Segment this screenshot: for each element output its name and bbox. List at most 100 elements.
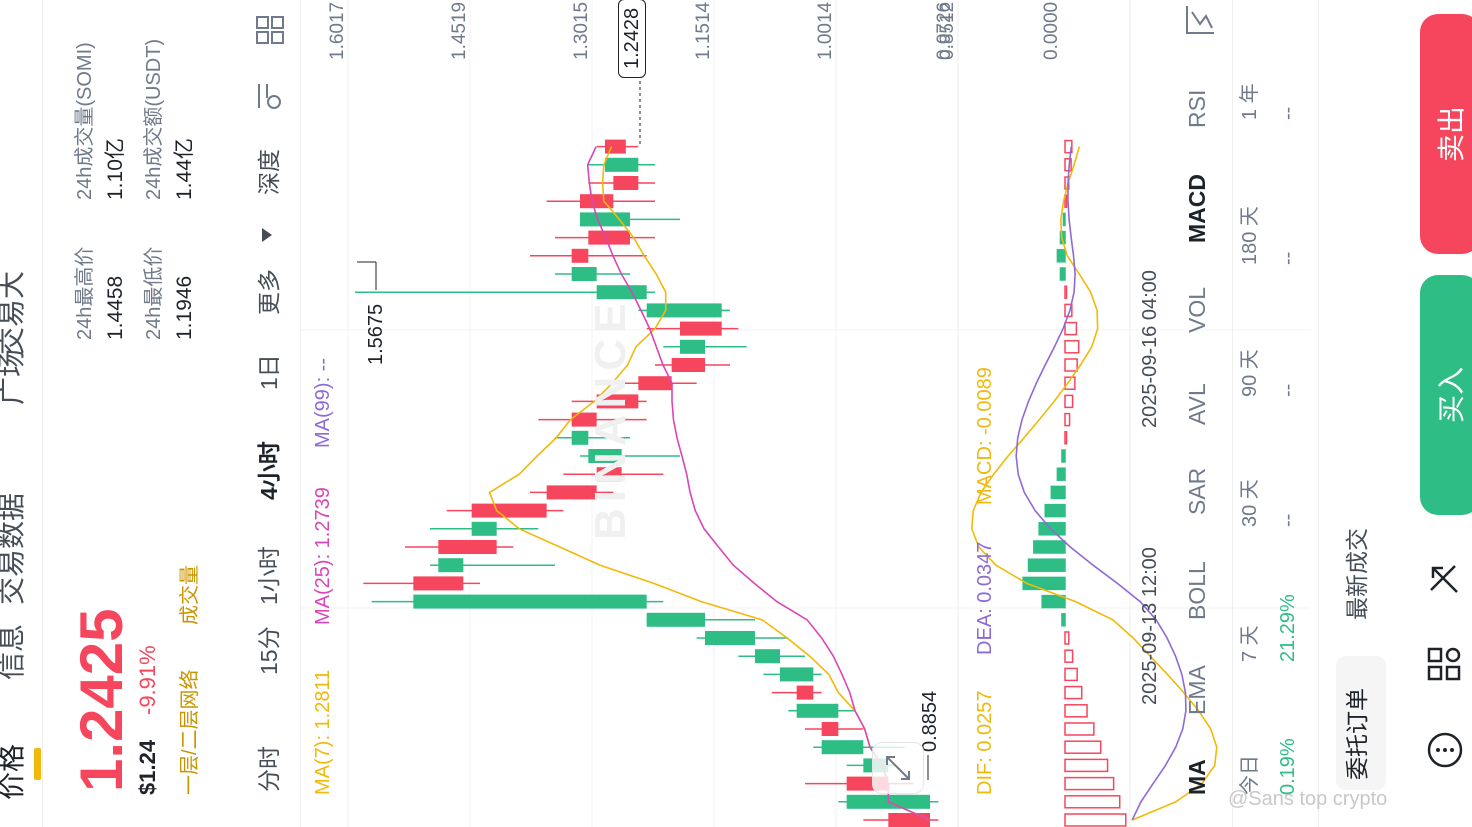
indicator-macd[interactable]: MACD [1184,174,1210,243]
candle-body [571,267,597,281]
chart-style-icon[interactable] [1184,4,1216,36]
watermark: BINANCE [586,298,635,540]
ma-legend-2: MA(99): -- [312,358,334,448]
interval-0[interactable]: 分时 [256,746,282,792]
macd-bar [1064,795,1121,809]
divider [42,0,43,827]
tab-trades[interactable]: 最新成交 [1344,528,1370,620]
candle-body [638,376,672,391]
candle-body [821,740,864,755]
interval-6[interactable]: 深度 [256,149,282,195]
price-change: -9.91% [135,645,160,715]
indicator-vol[interactable]: VOL [1184,286,1210,333]
tab-orders[interactable]: 委托订单 [1344,688,1370,780]
perf-label: 30 天 [1239,479,1261,527]
candle-body [580,212,630,227]
sell-button[interactable]: 卖出 [1420,14,1472,254]
perf-label: 1 年 [1239,83,1261,120]
trade-icon[interactable] [1425,560,1465,600]
perf-label: 90 天 [1239,349,1261,397]
tag-volume[interactable]: 成交量 [179,565,201,625]
buy-button[interactable]: 买入 [1420,275,1472,515]
price-axis-label: 1.4519 [449,1,470,60]
macd-legend-0: DIF: 0.0257 [974,690,996,795]
macd-bar [1064,649,1074,663]
interval-3[interactable]: 4小时 [256,441,282,500]
macd-bar [1064,631,1070,645]
stat-label: 24h成交量(SOMI) [74,42,96,200]
macd-bar [1064,704,1088,718]
high-marker: 1.5675 [365,303,387,365]
price-axis-label: 1.0014 [815,1,836,60]
indicator-boll[interactable]: BOLL [1184,561,1210,620]
candle-body [413,576,464,591]
macd-bar [1064,685,1083,700]
candle-body [705,631,755,645]
candle-body [821,722,839,736]
tab-4[interactable]: 交易大 [0,270,27,355]
macd-bar [1064,412,1071,427]
candle-body [680,321,722,336]
interval-5[interactable]: 更多 [256,269,282,315]
tab-1[interactable]: 信息 [0,623,27,680]
ma-legend-1: MA(25): 1.2739 [312,487,334,625]
stat-value: 1.10亿 [104,138,127,200]
indicator-sar[interactable]: SAR [1184,467,1210,515]
perf-value: -- [1277,106,1299,120]
macd-bar [1056,467,1066,481]
buy-label: 买入 [1435,366,1467,424]
expand-icon[interactable] [872,742,924,794]
settings-icon[interactable] [256,80,284,112]
macd-bar [1064,722,1095,736]
macd-bar [1064,358,1078,372]
low-marker: 0.8854 [919,690,941,752]
candle-body [596,285,647,300]
candle-body [646,612,705,627]
macd-legend-2: MACD: -0.0089 [974,367,996,505]
macd-bar [1033,540,1066,554]
ma7-line [488,146,931,821]
stat-label: 24h最高价 [74,246,96,340]
candle-body [596,467,622,482]
divider [1232,0,1233,827]
interval-4[interactable]: 1日 [256,354,282,390]
tab-2[interactable]: 交易数据 [0,492,27,605]
tag-layer[interactable]: 一层/二层网络 [179,669,201,795]
apps-icon[interactable] [1425,645,1465,685]
sell-label: 卖出 [1435,105,1467,163]
macd-bar [1041,594,1066,609]
active-tab-indicator [34,748,41,780]
more-icon[interactable] [1425,730,1465,770]
macd-bar [1064,321,1078,336]
candle-body [546,485,597,500]
indicator-rsi[interactable]: RSI [1184,89,1210,128]
candle-body [438,540,497,554]
stat-label: 24h最低价 [143,246,165,340]
tab-0[interactable]: 价格 [0,743,27,800]
current-price-tag: 1.2428 [618,0,646,78]
price-axis-label: 1.3015 [571,1,592,60]
interval-1[interactable]: 15分 [256,626,282,675]
interval-2[interactable]: 1小时 [256,546,282,605]
macd-bar [1044,503,1066,518]
tab-3[interactable]: 广场 [0,348,27,405]
macd-bar [1064,667,1078,682]
macd-bar [1022,576,1066,591]
indicator-ema[interactable]: EMA [1184,665,1210,715]
macd-bar [1064,740,1102,754]
macd-bar [1064,776,1115,791]
macd-bar [1064,139,1073,154]
macd-bar [1038,522,1066,536]
indicator-ma[interactable]: MA [1184,759,1210,795]
candle-body [755,649,780,664]
grid-icon[interactable] [256,16,284,44]
footer-watermark: @Sans top crypto [1228,788,1388,810]
candle-body [680,339,705,354]
indicator-avl[interactable]: AVL [1184,383,1210,425]
chevron-down-icon[interactable] [262,228,272,242]
candle-body [580,194,614,209]
price-axis-label: 1.6017 [327,1,348,60]
candle-body [571,412,597,427]
candle-body [413,594,647,609]
